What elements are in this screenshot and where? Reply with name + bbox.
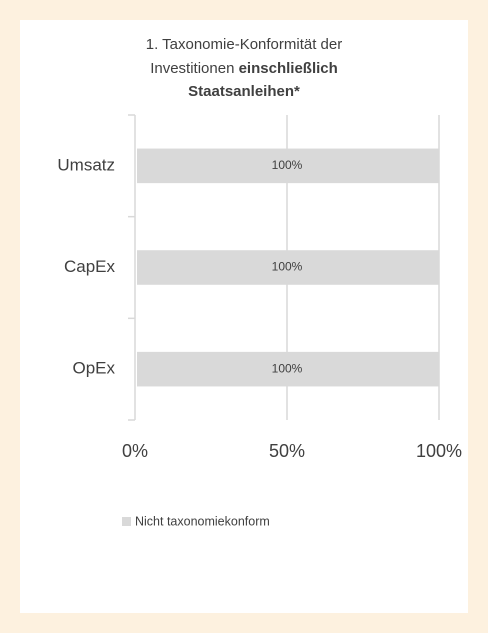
bar: [137, 148, 439, 184]
legend-label: Nicht taxonomiekonform: [135, 514, 270, 528]
panel: [20, 20, 468, 613]
chart-title: Staatsanleihen*: [188, 83, 300, 100]
chart-title: 1. Taxonomie-Konformität der: [146, 36, 343, 53]
x-tick-label: 0%: [122, 441, 148, 461]
bar: [137, 351, 439, 387]
x-tick-label: 100%: [416, 441, 462, 461]
x-tick-label: 50%: [269, 441, 305, 461]
chart-title: Investitionen: [150, 60, 234, 77]
y-tick-label: OpEx: [72, 359, 115, 378]
y-tick-label: CapEx: [64, 257, 116, 276]
bar: [137, 250, 439, 285]
data-label: 100%: [272, 361, 303, 375]
y-tick-label: Umsatz: [57, 155, 115, 174]
legend-swatch: [122, 517, 131, 526]
data-label: 100%: [272, 260, 303, 274]
data-label: 100%: [272, 158, 303, 172]
chart-title: einschließlich: [239, 60, 338, 77]
chart-title: Investitionen einschließlich: [150, 60, 338, 77]
